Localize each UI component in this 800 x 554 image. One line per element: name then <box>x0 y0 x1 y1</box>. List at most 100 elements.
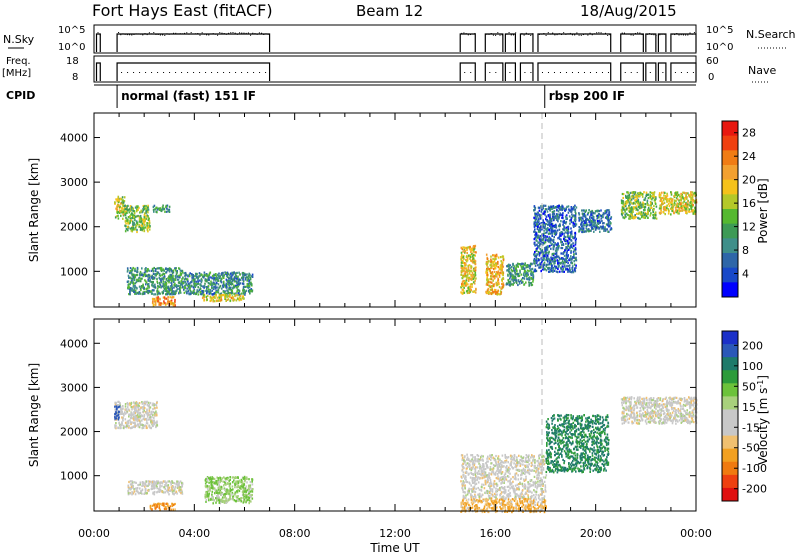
vel-cell <box>169 481 172 484</box>
power-cell <box>537 218 540 221</box>
power-cell <box>132 276 135 279</box>
vel-cell <box>149 507 152 510</box>
power-cell <box>115 207 117 210</box>
power-cell <box>143 208 146 211</box>
vel-cell <box>154 482 157 485</box>
power-cell <box>549 270 552 273</box>
power-cell <box>642 211 645 214</box>
power-cell <box>678 199 680 202</box>
power-cell <box>488 268 491 271</box>
power-cell <box>234 295 236 298</box>
power-cell <box>518 263 520 266</box>
nave-point <box>241 72 243 73</box>
power-cell <box>233 280 236 283</box>
nsky-point <box>512 34 514 36</box>
power-cell <box>599 225 602 228</box>
power-cell <box>556 208 558 212</box>
power-cell <box>207 290 209 293</box>
power-cell <box>487 290 489 293</box>
power-cell <box>536 243 538 246</box>
power-cell <box>531 283 534 286</box>
vel-cell <box>118 421 120 424</box>
power-cell <box>228 288 230 291</box>
power-cell <box>636 201 639 205</box>
power-cell <box>167 279 169 282</box>
power-cell <box>461 288 464 291</box>
power-cell <box>557 220 559 223</box>
power-cell <box>201 279 203 282</box>
vel-cell <box>127 492 130 495</box>
power-cell <box>163 288 166 291</box>
power-cell <box>635 198 638 201</box>
power-cell <box>539 217 542 220</box>
power-cell <box>542 223 544 226</box>
nsky-point <box>649 33 651 35</box>
power-cell <box>469 285 472 288</box>
power-cell <box>690 204 692 207</box>
power-cell <box>213 296 216 299</box>
nave-point <box>229 72 231 73</box>
power-cell <box>133 222 135 225</box>
vel-cell <box>146 419 148 422</box>
power-cell <box>537 230 540 233</box>
power-cell <box>138 280 140 283</box>
power-cell <box>547 239 549 243</box>
ytick-label: 3000 <box>60 176 88 189</box>
power-cell <box>222 276 225 279</box>
power-cell <box>624 201 627 204</box>
nave-point <box>193 72 195 73</box>
power-cell <box>468 278 470 282</box>
power-cell <box>572 271 575 274</box>
vel-cell <box>171 504 174 507</box>
power-cell <box>590 223 593 226</box>
power-cell <box>161 273 163 276</box>
power-cell <box>125 225 127 228</box>
power-cell <box>225 284 228 287</box>
power-cell <box>181 283 184 286</box>
power-cell <box>538 226 541 229</box>
power-cell <box>526 277 528 281</box>
power-cell <box>152 300 154 303</box>
vel-cell <box>162 504 165 507</box>
power-cell <box>494 277 496 280</box>
power-cell <box>556 250 558 253</box>
power-cell <box>206 294 209 297</box>
vel-cell <box>176 486 179 489</box>
power-cell <box>530 262 532 265</box>
vel-cell <box>151 404 154 407</box>
power-cell <box>184 277 187 280</box>
power-cell <box>594 212 596 215</box>
power-cell <box>542 225 544 228</box>
power-cell <box>174 278 176 281</box>
power-cell <box>487 278 489 281</box>
nsky-point <box>508 32 510 34</box>
vel-cell <box>134 414 137 417</box>
power-cell <box>147 279 150 282</box>
power-cell <box>242 286 245 289</box>
power-cell <box>222 280 225 283</box>
power-cell <box>570 216 573 219</box>
power-cell <box>598 216 600 219</box>
power-cell <box>131 227 133 230</box>
nsky-segment <box>519 33 534 52</box>
power-cell <box>510 283 513 286</box>
power-cell <box>525 273 528 276</box>
vel-cell <box>129 414 131 417</box>
power-cell <box>682 201 684 204</box>
power-cell <box>509 272 512 275</box>
vel-cell <box>143 405 145 408</box>
power-cell <box>132 266 134 270</box>
vel-cell <box>116 415 118 418</box>
cpid-label: CPID <box>6 89 35 102</box>
power-cell <box>636 197 638 200</box>
power-cell <box>191 273 193 276</box>
power-cell <box>173 286 175 289</box>
power-cell <box>172 290 174 293</box>
power-cell <box>216 273 219 276</box>
vel-cell <box>117 426 119 429</box>
nsky-point <box>641 34 643 36</box>
power-cell <box>547 257 549 260</box>
vel-cell <box>121 421 123 424</box>
power-cell <box>689 210 691 213</box>
vel-cell <box>120 423 123 426</box>
